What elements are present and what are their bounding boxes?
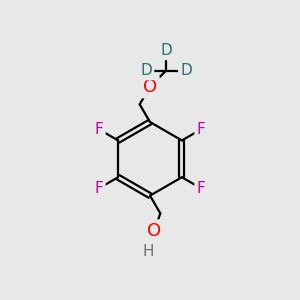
Text: F: F <box>94 181 103 196</box>
Text: F: F <box>196 122 206 137</box>
Text: H: H <box>143 244 154 259</box>
Text: O: O <box>143 78 157 96</box>
Text: O: O <box>147 222 161 240</box>
Text: D: D <box>180 63 192 78</box>
Text: F: F <box>94 122 103 137</box>
Text: D: D <box>160 43 172 58</box>
Text: F: F <box>196 181 206 196</box>
Text: D: D <box>140 63 152 78</box>
